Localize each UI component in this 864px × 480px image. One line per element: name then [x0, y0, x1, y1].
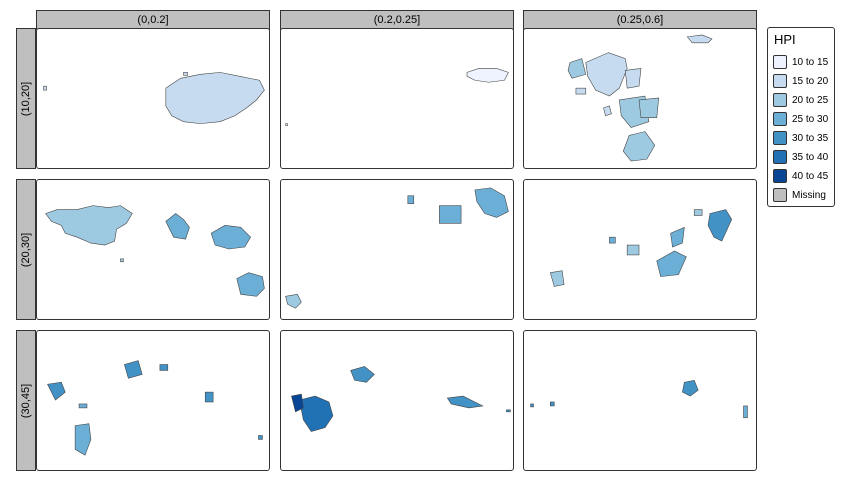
small-country [609, 236, 616, 244]
brazil-region [299, 395, 334, 432]
small-country [120, 258, 124, 263]
legend-label: 35 to 40 [792, 151, 829, 163]
country-shape [350, 366, 375, 383]
map-panel-r3-c3 [523, 330, 757, 471]
country-shape [567, 58, 587, 79]
map-panel-r2-c3 [523, 179, 757, 320]
legend-swatch [773, 74, 787, 88]
facet-column-label: (0.25,0.6] [616, 14, 664, 26]
legend-label: 40 to 45 [792, 170, 829, 182]
map-panel-r1-c3 [523, 28, 757, 169]
peru-region [291, 393, 304, 413]
facet-row-strip-1: (10,20] [16, 28, 36, 169]
small-country [693, 209, 703, 216]
facet-column-strip-3: (0.25,0.6] [523, 10, 757, 30]
country-shape [686, 34, 713, 44]
facet-row-label: (30,45] [20, 383, 32, 418]
legend-swatch [773, 131, 787, 145]
legend-label: 10 to 15 [792, 56, 829, 68]
legend-swatch [773, 55, 787, 69]
legend-label: 25 to 30 [792, 113, 829, 125]
small-country [285, 123, 288, 126]
small-country [43, 85, 47, 91]
legend-swatch [773, 150, 787, 164]
facet-row-strip-3: (30,45] [16, 330, 36, 471]
legend-swatch [773, 93, 787, 107]
legend-item: 25 to 30 [773, 111, 828, 127]
small-country [743, 405, 748, 419]
legend-item: 10 to 15 [773, 54, 828, 70]
small-country [626, 244, 640, 256]
country-shape [165, 213, 190, 240]
country-shape [47, 381, 66, 401]
map-panel-r3-c1 [36, 330, 270, 471]
russia-region [165, 72, 265, 124]
small-country [549, 401, 555, 407]
facet-column-label: (0,0.2] [137, 14, 169, 26]
small-country [575, 87, 587, 95]
china-region [210, 225, 251, 250]
legend-swatch [773, 112, 787, 126]
facet-row-label: (20,30] [20, 232, 32, 267]
country-shape [656, 250, 687, 277]
india-region [707, 209, 733, 242]
facet-row-strip-2: (20,30] [16, 179, 36, 320]
country-shape [74, 423, 92, 456]
legend-title: HPI [774, 32, 796, 47]
small-country [204, 391, 214, 403]
country-shape [622, 131, 656, 162]
small-country [506, 409, 511, 413]
facet-column-strip-2: (0.2,0.25] [280, 10, 514, 30]
small-country [78, 403, 88, 409]
legend-item: 40 to 45 [773, 168, 828, 184]
facet-row-label: (10,20] [20, 81, 32, 116]
country-shape [638, 97, 660, 119]
country-shape [624, 68, 642, 89]
egypt-region [439, 205, 462, 224]
country-shape [549, 270, 565, 287]
small-country [159, 364, 169, 371]
legend-swatch [773, 188, 787, 202]
legend: HPI 10 to 15 15 to 20 20 to 25 25 to 30 … [767, 27, 835, 207]
legend-label: 15 to 20 [792, 75, 829, 87]
australia-region [236, 272, 265, 297]
legend-item: 20 to 25 [773, 92, 828, 108]
canada-usa-region [45, 205, 133, 246]
mongolia-region [466, 68, 509, 83]
country-shape [670, 226, 685, 248]
country-shape [124, 360, 143, 379]
country-shape [585, 52, 628, 97]
facet-column-strip-1: (0,0.2] [36, 10, 270, 30]
legend-item: Missing [773, 187, 826, 203]
map-panel-r1-c1 [36, 28, 270, 169]
legend-label: 20 to 25 [792, 94, 829, 106]
map-panel-r2-c2 [280, 179, 514, 320]
legend-swatch [773, 169, 787, 183]
legend-item: 15 to 20 [773, 73, 828, 89]
indonesia-region [446, 395, 484, 409]
map-panel-r1-c2 [280, 28, 514, 169]
country-shape [603, 105, 612, 117]
legend-label: 30 to 35 [792, 132, 829, 144]
country-shape [285, 294, 302, 309]
facet-column-label: (0.2,0.25] [373, 14, 421, 26]
country-shape [682, 379, 699, 397]
small-country [407, 195, 415, 204]
small-country [258, 435, 263, 440]
small-country [183, 72, 188, 76]
legend-item: 35 to 40 [773, 149, 828, 165]
legend-label: Missing [792, 189, 826, 201]
iran-region [474, 187, 509, 218]
legend-item: 30 to 35 [773, 130, 828, 146]
map-panel-r2-c1 [36, 179, 270, 320]
map-panel-r3-c2 [280, 330, 514, 471]
small-country [530, 403, 534, 408]
